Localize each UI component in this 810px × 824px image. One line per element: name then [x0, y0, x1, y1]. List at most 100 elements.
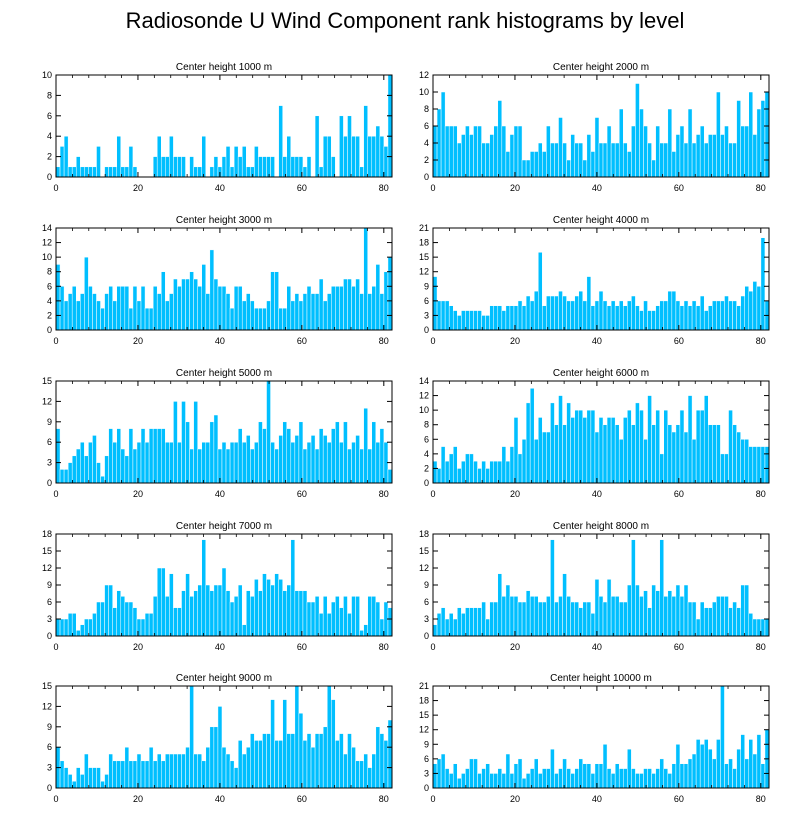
- histogram-bar: [314, 596, 320, 637]
- histogram-bar: [213, 584, 219, 637]
- histogram-bar: [659, 142, 665, 178]
- y-tick-label: 12: [42, 396, 52, 406]
- histogram-bar: [558, 395, 563, 484]
- histogram-bar: [189, 271, 194, 331]
- histogram-bar: [63, 618, 69, 637]
- x-tick-label: 80: [379, 794, 389, 804]
- histogram-bar: [197, 448, 202, 484]
- histogram-bar: [59, 469, 65, 484]
- histogram-bar: [177, 286, 182, 331]
- y-tick-label: 6: [47, 281, 52, 291]
- histogram-bar: [683, 763, 689, 789]
- histogram-bar: [217, 286, 223, 331]
- histogram-bar: [699, 295, 705, 331]
- histogram-bar: [84, 256, 89, 331]
- histogram-bar: [485, 468, 490, 484]
- histogram-bar: [140, 428, 146, 484]
- histogram-bar: [683, 142, 689, 178]
- histogram-bar: [221, 746, 227, 789]
- histogram-bar: [96, 462, 101, 484]
- histogram-bar: [679, 409, 685, 484]
- histogram-bar: [542, 305, 547, 331]
- histogram-bar: [383, 146, 389, 178]
- histogram-bar: [92, 293, 97, 331]
- histogram-bar: [302, 293, 308, 331]
- histogram-bar: [161, 156, 166, 178]
- histogram-bar: [452, 446, 458, 484]
- histogram-bar: [128, 146, 134, 178]
- histogram-bar: [457, 468, 462, 484]
- y-tick-label: 8: [47, 267, 52, 277]
- histogram-bar: [473, 125, 478, 178]
- histogram-bar: [152, 286, 158, 331]
- histogram-bar: [120, 448, 126, 484]
- histogram-bar: [720, 453, 725, 484]
- x-tick-label: 0: [430, 794, 435, 804]
- histogram-bar: [229, 166, 235, 178]
- histogram-bar: [659, 453, 665, 484]
- histogram-bar: [233, 146, 239, 178]
- histogram-bar: [314, 293, 320, 331]
- histogram-bar: [618, 108, 624, 178]
- x-tick-label: 40: [215, 489, 225, 499]
- plot-frame: [432, 227, 770, 331]
- histogram-bar: [286, 286, 292, 331]
- histogram-bar: [546, 596, 551, 637]
- histogram-bar: [63, 300, 69, 331]
- histogram-bar: [233, 441, 239, 484]
- histogram-bar: [594, 117, 600, 178]
- y-tick-label: 14: [419, 376, 429, 386]
- histogram-bar: [529, 768, 535, 789]
- histogram-bar: [440, 446, 446, 484]
- histogram-bar: [177, 753, 182, 789]
- histogram-bar: [152, 156, 158, 178]
- histogram-bar: [667, 590, 673, 637]
- histogram-bar: [635, 584, 640, 637]
- histogram-bar: [473, 310, 478, 331]
- histogram-bar: [326, 441, 332, 484]
- histogram-bar: [161, 271, 166, 331]
- histogram-bar: [116, 286, 122, 331]
- histogram-bar: [647, 768, 652, 789]
- panel-title: Center height 7000 m: [176, 521, 272, 532]
- histogram-bar: [371, 421, 377, 484]
- histogram-bar: [687, 758, 693, 789]
- histogram-bar: [59, 286, 65, 331]
- plot-frame: [55, 685, 393, 789]
- histogram-panel: Center height 4000 m 0 3 6 9 12 15 18 21 0 20 40 60 8…: [419, 215, 770, 346]
- histogram-bar: [546, 431, 551, 484]
- histogram-bar: [627, 748, 632, 789]
- plot-frame: [432, 380, 770, 484]
- histogram-bar: [695, 618, 701, 637]
- histogram-bar: [379, 428, 385, 484]
- histogram-bar: [347, 115, 352, 178]
- y-tick-label: 21: [419, 681, 429, 691]
- histogram-bar: [651, 773, 656, 789]
- histogram-bar: [221, 441, 227, 484]
- histogram-bar: [343, 596, 348, 637]
- histogram-bar: [371, 596, 377, 637]
- histogram-bar: [181, 401, 186, 484]
- histogram-bar: [708, 134, 713, 178]
- x-tick-label: 40: [215, 336, 225, 346]
- histogram-bar: [465, 607, 470, 637]
- histogram-bar: [760, 446, 766, 484]
- histogram-bar: [124, 746, 130, 789]
- x-tick-label: 60: [674, 794, 684, 804]
- histogram-bar: [602, 424, 608, 484]
- histogram-bar: [181, 753, 186, 789]
- histogram-bar: [274, 448, 279, 484]
- histogram-bar: [683, 584, 689, 637]
- histogram-bar: [452, 763, 458, 789]
- histogram-bar: [322, 726, 328, 789]
- histogram-bar: [189, 685, 194, 789]
- histogram-bar: [610, 300, 616, 331]
- histogram-bar: [671, 290, 677, 331]
- histogram-bar: [716, 424, 721, 484]
- histogram-bar: [533, 439, 539, 484]
- x-tick-label: 40: [592, 489, 602, 499]
- histogram-bar: [310, 601, 316, 637]
- histogram-bar: [387, 74, 393, 178]
- y-tick-label: 12: [42, 563, 52, 573]
- histogram-bar: [254, 307, 259, 331]
